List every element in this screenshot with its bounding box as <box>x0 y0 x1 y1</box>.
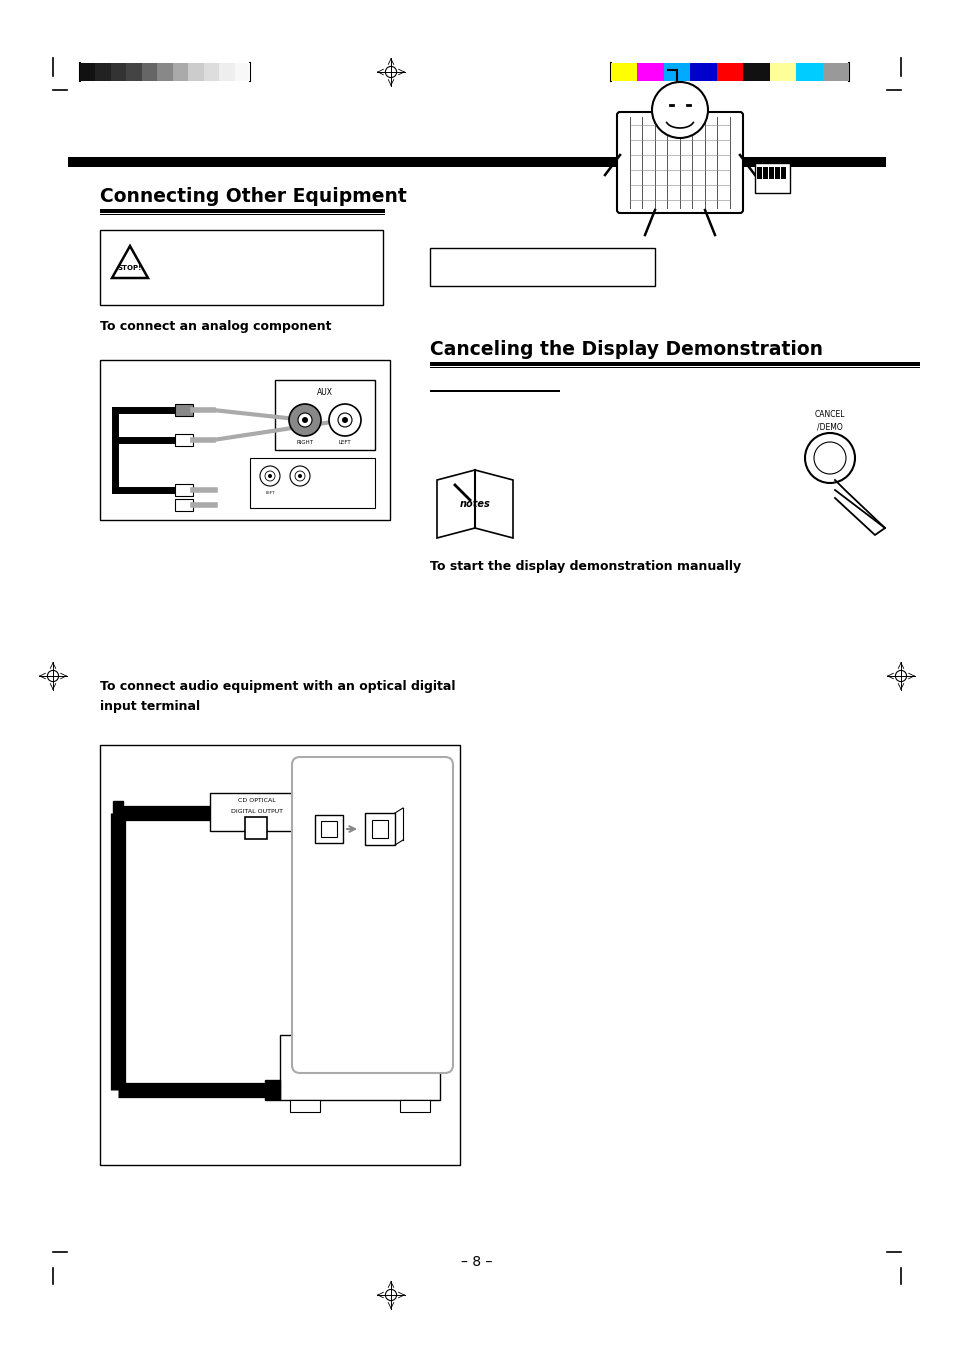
Text: To connect audio equipment with an optical digital: To connect audio equipment with an optic… <box>100 680 455 694</box>
Bar <box>68 157 885 168</box>
Bar <box>188 64 203 81</box>
Text: Canceling the Display Demonstration: Canceling the Display Demonstration <box>430 339 822 360</box>
Text: LEFT: LEFT <box>265 491 274 495</box>
Bar <box>290 1101 319 1111</box>
Bar <box>174 484 193 496</box>
Text: RIGHT: RIGHT <box>296 439 314 445</box>
Bar <box>111 64 126 81</box>
Circle shape <box>302 416 308 423</box>
Bar <box>274 380 375 450</box>
Text: To connect an analog component: To connect an analog component <box>100 320 331 333</box>
Circle shape <box>297 475 302 479</box>
Bar <box>365 813 395 845</box>
Bar <box>80 64 95 81</box>
Circle shape <box>265 470 274 481</box>
Bar <box>172 64 188 81</box>
Circle shape <box>294 470 305 481</box>
Bar <box>210 794 305 831</box>
Bar <box>234 64 250 81</box>
Bar <box>762 168 767 178</box>
Bar <box>100 210 385 212</box>
Bar <box>430 362 919 365</box>
Bar <box>95 64 111 81</box>
Circle shape <box>813 442 845 475</box>
Bar <box>430 247 655 287</box>
Polygon shape <box>436 470 475 538</box>
Text: CD OPTICAL: CD OPTICAL <box>238 798 275 803</box>
Circle shape <box>289 404 320 435</box>
FancyBboxPatch shape <box>617 112 742 214</box>
Bar <box>769 64 795 81</box>
Text: input terminal: input terminal <box>100 700 200 713</box>
Circle shape <box>297 412 312 427</box>
Circle shape <box>329 404 360 435</box>
Text: LEFT: LEFT <box>338 439 351 445</box>
Text: /DEMO: /DEMO <box>817 423 842 433</box>
Bar <box>250 458 375 508</box>
Bar <box>781 168 785 178</box>
Bar <box>610 64 637 81</box>
Circle shape <box>260 466 280 485</box>
Bar <box>320 821 336 837</box>
Text: notes: notes <box>459 499 490 508</box>
Bar <box>174 434 193 446</box>
Polygon shape <box>112 800 123 825</box>
Bar <box>774 168 780 178</box>
Bar <box>372 821 388 838</box>
Text: AUX: AUX <box>316 388 333 397</box>
Bar <box>768 168 773 178</box>
FancyBboxPatch shape <box>292 757 453 1073</box>
Circle shape <box>290 466 310 485</box>
Bar <box>663 64 690 81</box>
Polygon shape <box>475 470 513 538</box>
Circle shape <box>804 433 854 483</box>
Bar <box>126 64 142 81</box>
Text: STOP!: STOP! <box>117 265 142 270</box>
Circle shape <box>337 412 352 427</box>
Bar <box>219 64 234 81</box>
Bar <box>314 815 343 844</box>
Text: – 8 –: – 8 – <box>461 1255 492 1270</box>
Bar <box>795 64 821 81</box>
Circle shape <box>268 475 272 479</box>
Bar <box>280 1036 439 1101</box>
Circle shape <box>341 416 348 423</box>
Bar <box>637 64 663 81</box>
Bar <box>100 230 382 306</box>
Text: CANCEL: CANCEL <box>814 410 844 419</box>
Polygon shape <box>265 1080 280 1101</box>
Bar <box>100 360 390 521</box>
Bar <box>430 389 559 392</box>
Circle shape <box>651 82 707 138</box>
Text: To start the display demonstration manually: To start the display demonstration manua… <box>430 560 740 573</box>
Bar <box>754 164 789 193</box>
Bar <box>100 745 459 1165</box>
Polygon shape <box>834 480 884 535</box>
Text: Connecting Other Equipment: Connecting Other Equipment <box>100 187 406 206</box>
Bar <box>716 64 742 81</box>
Bar <box>399 1101 430 1111</box>
Bar <box>203 64 219 81</box>
Bar <box>690 64 716 81</box>
Bar <box>757 168 761 178</box>
Bar <box>742 64 769 81</box>
Text: DIGITAL OUTPUT: DIGITAL OUTPUT <box>231 808 283 814</box>
Bar <box>174 499 193 511</box>
Bar <box>821 64 848 81</box>
Bar <box>142 64 157 81</box>
Bar <box>245 817 267 840</box>
Bar <box>174 404 193 416</box>
Bar <box>157 64 172 81</box>
